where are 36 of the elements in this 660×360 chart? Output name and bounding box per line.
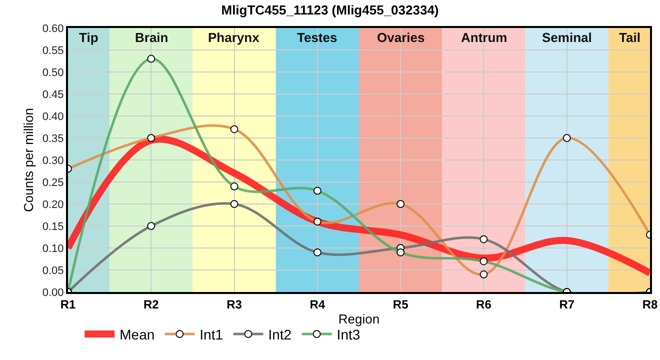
x-tick-label: R6 bbox=[476, 297, 492, 312]
y-tick-label: 0.25 bbox=[42, 176, 64, 189]
chart-title: MligTC455_11123 (Mlig455_032334) bbox=[221, 2, 439, 18]
x-tick-label: R8 bbox=[642, 297, 658, 312]
band-label: Brain bbox=[135, 30, 168, 45]
y-tick-label: 0.15 bbox=[42, 220, 64, 233]
band-label: Tail bbox=[619, 30, 640, 45]
y-tick-label: 0.60 bbox=[42, 22, 64, 35]
band-label: Ovaries bbox=[377, 30, 425, 45]
band-label: Testes bbox=[297, 30, 338, 45]
y-tick-label: 0.55 bbox=[42, 44, 64, 57]
x-tick-label: R2 bbox=[143, 297, 160, 312]
y-tick-label: 0.05 bbox=[42, 264, 64, 277]
y-tick-label: 0.00 bbox=[42, 286, 64, 299]
legend-label: Int3 bbox=[336, 326, 360, 342]
x-axis-title: Region bbox=[338, 312, 380, 326]
x-tick-label: R5 bbox=[392, 297, 409, 312]
y-tick-label: 0.45 bbox=[42, 88, 64, 101]
band-label: Seminal bbox=[542, 30, 592, 45]
y-axis-title: Counts per million bbox=[20, 108, 36, 212]
band-label: Pharynx bbox=[208, 30, 260, 45]
y-tick-label: 0.10 bbox=[42, 242, 64, 255]
x-tick-label: R4 bbox=[310, 297, 326, 312]
legend-label: Int2 bbox=[268, 326, 292, 342]
y-tick-label: 0.40 bbox=[42, 110, 64, 123]
band-label: Antrum bbox=[461, 30, 508, 45]
y-tick-label: 0.50 bbox=[42, 66, 64, 79]
x-tick-label: R1 bbox=[60, 297, 76, 312]
x-tick-label: R3 bbox=[226, 297, 242, 312]
legend-label: Int1 bbox=[200, 326, 224, 342]
band-label: Tip bbox=[79, 30, 98, 45]
y-tick-label: 0.30 bbox=[42, 154, 64, 167]
y-tick-label: 0.20 bbox=[42, 198, 64, 211]
legend-label: Mean bbox=[120, 326, 155, 342]
x-tick-label: R7 bbox=[559, 297, 575, 312]
y-tick-label: 0.35 bbox=[42, 132, 64, 145]
